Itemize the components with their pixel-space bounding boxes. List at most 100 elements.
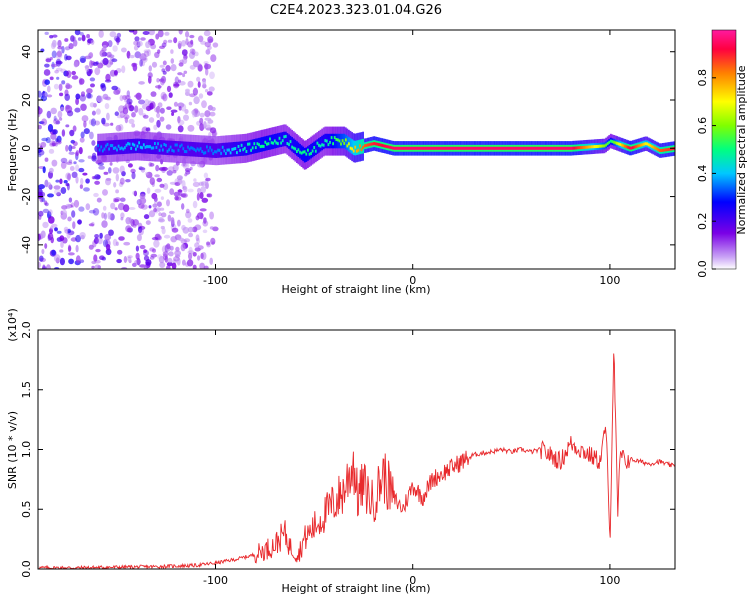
noise-speckle [149,102,154,110]
ridge-core [452,146,454,150]
noise-speckle [132,190,137,196]
noise-speckle [57,39,62,48]
ridge-core [520,146,522,150]
ridge-core [332,142,334,146]
ridge-core [396,146,399,150]
noise-speckle [91,265,95,269]
noise-speckle [56,76,60,80]
ridge-core [125,143,128,147]
noise-speckle [52,129,58,135]
ridge-core [354,145,357,149]
noise-speckle [42,208,50,214]
noise-speckle [209,127,217,134]
noise-speckle [87,155,92,159]
noise-speckle [211,131,217,137]
noise-speckle [129,105,135,112]
ridge-core [458,146,461,150]
noise-speckle [80,91,86,97]
ridge-band [284,131,287,147]
noise-speckle [127,256,132,262]
noise-speckle [71,171,78,178]
noise-speckle [125,217,131,225]
ridge-core [436,146,439,150]
ridge-core [504,146,506,150]
noise-speckle [101,117,106,125]
ridge-core [521,146,524,150]
noise-speckle [93,254,98,262]
ridge-core [420,146,423,150]
noise-speckle [85,65,90,72]
ridge-core [322,143,325,147]
noise-speckle [55,60,63,65]
ridge-core [221,145,224,149]
spectrogram-ytick-label: 40 [20,45,33,59]
noise-speckle [129,54,135,59]
ridge-core [461,146,464,150]
ridge-core [472,146,475,150]
ridge-band [277,133,279,148]
noise-speckle [138,107,144,116]
ridge-core [621,143,623,147]
ridge-core [556,146,559,150]
noise-speckle [38,233,41,241]
ridge-core [318,143,320,147]
ridge-core [280,141,282,145]
noise-speckle [68,43,74,50]
noise-speckle [128,207,136,210]
noise-speckle [174,182,181,186]
ridge-band [321,135,323,151]
noise-speckle [39,255,44,262]
noise-speckle [211,106,216,112]
ridge-core [250,148,252,152]
noise-speckle [50,236,54,244]
ridge-core [142,143,145,147]
ridge-core [649,144,652,147]
ridge-core [526,146,529,150]
noise-speckle [201,100,207,109]
ridge-band [122,139,125,154]
noise-speckle [123,241,131,246]
ridge-band [135,138,137,154]
colorbar-tick-label: 0.2 [696,212,709,230]
noise-speckle [207,193,213,198]
noise-speckle [125,179,131,183]
ridge-core [644,142,647,146]
noise-speckle [57,45,63,50]
noise-speckle [115,124,122,132]
ridge-core [313,146,316,149]
noise-speckle [139,244,146,250]
noise-speckle [183,238,191,243]
ridge-core [127,142,129,146]
ridge-core [508,146,511,150]
ridge-band [352,140,355,155]
ridge-core [537,146,540,150]
ridge-core [395,146,398,150]
spectrogram-ytick-label: -20 [20,188,33,206]
noise-speckle [80,178,84,185]
ridge-core [400,146,402,150]
ridge-core [602,144,604,148]
noise-speckle [88,223,95,227]
ridge-core [190,146,192,150]
noise-speckle [117,249,123,255]
noise-speckle [67,173,71,181]
noise-speckle [152,203,158,208]
noise-speckle [159,64,165,68]
ridge-core [499,146,502,150]
ridge-core [450,146,453,150]
ridge-core [362,145,364,149]
noise-speckle [197,81,201,88]
ridge-core [398,146,401,150]
noise-speckle [75,234,81,243]
noise-speckle [194,51,199,57]
noise-speckle [51,249,56,256]
noise-speckle [150,91,157,97]
noise-speckle [157,30,164,38]
ridge-core [583,145,585,149]
noise-speckle [195,234,200,242]
noise-speckle [159,116,165,122]
noise-speckle [120,217,124,221]
ridge-core [370,142,372,146]
ridge-core [591,145,593,149]
ridge-band [202,142,205,158]
